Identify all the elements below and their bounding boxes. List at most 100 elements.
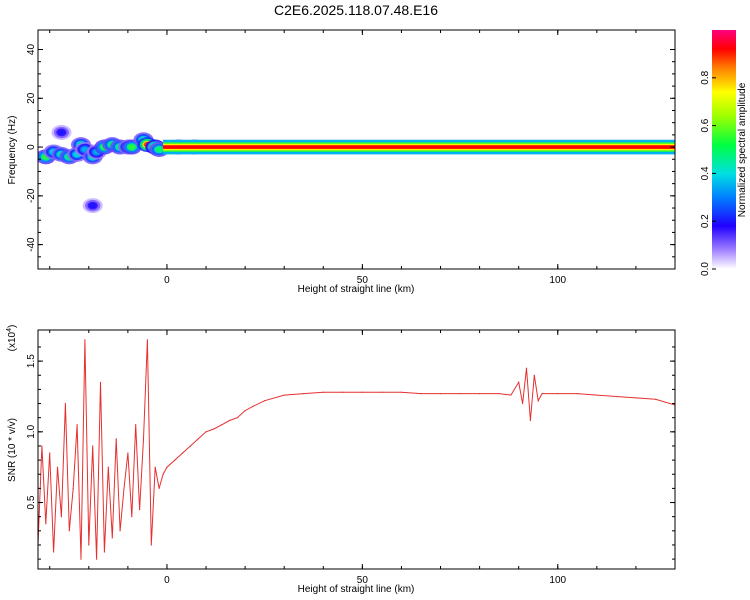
snr-point: [142, 438, 145, 440]
snr-point: [518, 381, 520, 383]
snr-point: [557, 393, 559, 395]
snr-point: [342, 391, 344, 393]
snr-point: [205, 431, 207, 433]
snr-point: [96, 558, 98, 560]
snr-point: [131, 516, 133, 518]
snr-point: [361, 391, 363, 393]
snr-point: [197, 438, 199, 440]
colorbar-ticks: 0.0 0.2 0.4 0.6 0.8: [700, 70, 716, 276]
heatmap-marks: [38, 124, 675, 214]
snr-point: [111, 537, 113, 539]
snr-point: [400, 391, 403, 393]
snr-ytick-label: 1.5: [26, 354, 37, 368]
snr-point: [127, 452, 129, 454]
snr-point: [60, 516, 63, 518]
snr-point: [283, 394, 285, 396]
snr-point: [88, 544, 90, 546]
snr-xtick-label: 0: [164, 575, 170, 586]
figure-title: C2E6.2025.118.07.48.E16: [274, 2, 438, 18]
spectrogram-ytick-label: -40: [26, 237, 37, 252]
snr-point: [45, 523, 47, 525]
snr-multiplier: (x104): [6, 325, 18, 352]
spectrogram-xtick-label: 0: [164, 275, 170, 286]
snr-point: [166, 466, 168, 468]
snr-point: [158, 487, 160, 489]
snr-point: [264, 400, 266, 402]
snr-point: [244, 410, 246, 412]
snr-ytick-label: 1.0: [26, 424, 37, 438]
snr-point: [162, 473, 164, 475]
snr-point: [459, 393, 461, 395]
snr-point: [498, 393, 500, 395]
snr-point: [541, 393, 543, 395]
snr-point: [221, 424, 223, 426]
snr-xtick-label: 50: [357, 575, 369, 586]
snr-point: [84, 339, 86, 341]
snr-point: [303, 393, 305, 395]
snr-point: [119, 530, 121, 532]
colorbar: 0.0 0.2 0.4 0.6 0.8 Normalized spectral ampl…: [700, 30, 748, 276]
snr-ytick-label: 0.5: [26, 495, 37, 509]
snr-point: [596, 394, 598, 396]
snr-point: [537, 400, 539, 402]
snr-point: [479, 393, 481, 395]
snr-point: [115, 438, 117, 440]
spectrogram-xtick-label: 50: [357, 275, 369, 286]
snr-point: [76, 424, 78, 426]
snr-point: [525, 367, 528, 369]
snr-point: [228, 419, 231, 422]
heatmap-blob: [89, 202, 97, 209]
heatmap-blob: [57, 129, 66, 136]
colorbar-tick-label: 0.0: [700, 262, 711, 276]
snr-marks: [38, 339, 675, 560]
snr-point: [252, 405, 254, 407]
snr-point: [533, 374, 535, 376]
snr-xlabel: Height of straight line (km): [298, 584, 415, 595]
spectrogram-xlabel: Height of straight line (km): [298, 284, 415, 295]
heatmap-blob: [155, 146, 163, 153]
spectrogram-xtick-label: 100: [549, 275, 566, 286]
snr-ylabel: SNR (10 * v/v): [7, 418, 18, 482]
snr-point: [154, 466, 156, 468]
snr-point: [529, 419, 532, 422]
snr-point: [635, 397, 637, 399]
snr-point: [64, 402, 66, 405]
snr-frame: [37, 329, 676, 570]
snr-point: [103, 551, 106, 553]
snr-point: [139, 509, 141, 511]
snr-point: [381, 391, 383, 393]
colorbar-gradient: [712, 30, 736, 269]
snr-point: [92, 445, 94, 447]
snr-point: [72, 487, 74, 489]
snr-point: [99, 381, 102, 383]
spectrogram-frame: [37, 29, 676, 270]
colorbar-label: Normalized spectral amplitude: [737, 82, 748, 217]
snr-point: [174, 459, 176, 461]
snr-panel: 0 50 100 0.5 1.0 1.5 Height of straight line …: [6, 325, 676, 595]
colorbar-tick-label: 0.2: [700, 214, 711, 228]
snr-point: [41, 445, 43, 447]
snr-point: [68, 530, 70, 532]
snr-point: [420, 393, 422, 395]
snr-multiplier-exp: 4: [6, 328, 13, 332]
snr-point: [150, 544, 152, 546]
colorbar-tick-label: 0.8: [700, 70, 711, 84]
spectrogram-ytick-label: 40: [26, 44, 37, 56]
snr-multiplier-close: ): [7, 325, 18, 328]
spectrogram-ticks: 0 50 100 -40 -20 0 20 40: [26, 30, 676, 286]
snr-point: [146, 339, 149, 341]
snr-point: [654, 398, 657, 400]
snr-point: [53, 551, 55, 553]
snr-point: [49, 452, 51, 454]
snr-series-line: [38, 339, 675, 560]
colorbar-tick-label: 0.6: [700, 118, 711, 132]
snr-point: [510, 394, 512, 396]
snr-point: [236, 417, 238, 419]
heatmap-blob: [128, 144, 136, 150]
snr-point: [80, 558, 82, 560]
spectrogram-panel: 0 50 100 -40 -20 0 20 40 Height of straight lin…: [7, 29, 676, 295]
snr-point: [439, 393, 442, 395]
spectrogram-ytick-label: 0: [26, 144, 37, 150]
snr-point: [181, 452, 184, 454]
